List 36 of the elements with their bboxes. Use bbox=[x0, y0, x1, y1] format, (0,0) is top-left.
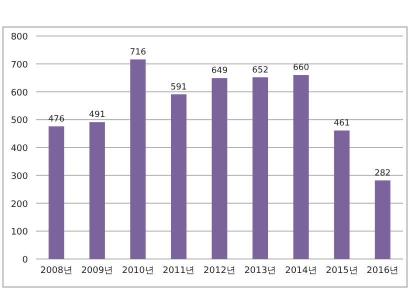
y-tick-label: 0 bbox=[22, 256, 28, 266]
y-tick-label: 200 bbox=[10, 200, 28, 210]
x-tick-label: 2013년 bbox=[244, 266, 276, 276]
x-tick-label: 2012년 bbox=[204, 266, 236, 276]
bar bbox=[374, 180, 390, 259]
y-tick-label: 100 bbox=[10, 228, 28, 238]
data-label: 652 bbox=[252, 65, 268, 76]
x-tick-label: 2011년 bbox=[162, 266, 195, 276]
y-tick-label: 300 bbox=[10, 172, 28, 182]
bar bbox=[130, 59, 146, 259]
y-tick-label: 800 bbox=[10, 32, 28, 42]
bar bbox=[48, 126, 64, 259]
data-label: 476 bbox=[48, 114, 65, 124]
bar bbox=[293, 75, 309, 259]
x-tick-label: 2009년 bbox=[81, 266, 114, 276]
bar bbox=[89, 122, 105, 259]
data-label: 660 bbox=[292, 63, 310, 74]
data-label: 491 bbox=[89, 110, 106, 120]
data-label: 591 bbox=[170, 82, 187, 92]
y-tick-label: 600 bbox=[10, 88, 28, 98]
bar bbox=[334, 130, 350, 259]
x-tick-label: 2016년 bbox=[366, 266, 399, 276]
y-tick-label: 400 bbox=[10, 144, 28, 154]
bar bbox=[212, 78, 228, 259]
y-tick-label: 500 bbox=[10, 116, 28, 126]
data-label: 282 bbox=[374, 168, 391, 178]
x-tick-label: 2014년 bbox=[285, 266, 318, 276]
x-tick-label: 2008년 bbox=[40, 266, 72, 276]
bar bbox=[170, 94, 186, 259]
bar bbox=[252, 77, 268, 259]
x-tick-label: 2015년 bbox=[326, 266, 358, 276]
data-label: 716 bbox=[130, 47, 146, 58]
x-tick-label: 2010년 bbox=[122, 266, 154, 276]
y-tick-label: 700 bbox=[10, 60, 28, 70]
data-label: 649 bbox=[211, 66, 228, 76]
data-label: 461 bbox=[334, 118, 350, 128]
